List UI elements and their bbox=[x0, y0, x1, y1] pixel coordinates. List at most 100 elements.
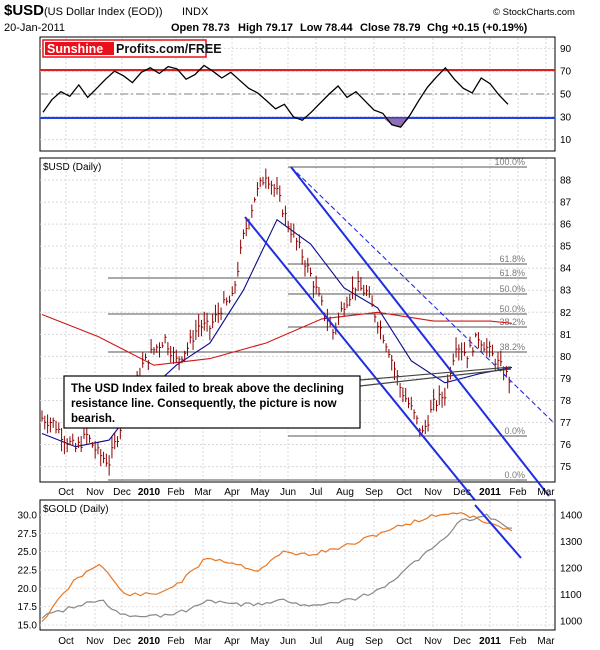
usd-tick-label: 87 bbox=[560, 198, 572, 209]
x-tick-label: Oct bbox=[396, 487, 412, 498]
fibonacci-label: 38.2% bbox=[499, 317, 525, 327]
x-tick-label: 2011 bbox=[479, 636, 501, 647]
gold-right-tick-label: 1300 bbox=[560, 537, 583, 548]
price-bars bbox=[41, 168, 511, 476]
stockcharts-credit: © StockCharts.com bbox=[493, 7, 575, 18]
usd-tick-label: 86 bbox=[560, 220, 572, 231]
fibonacci-label: 38.2% bbox=[499, 342, 525, 352]
moving-average-ma200 bbox=[41, 311, 513, 366]
gold-silver-lines bbox=[41, 512, 513, 623]
usd-tick-label: 76 bbox=[560, 440, 572, 451]
annotation-callout: The USD Index failed to break above the … bbox=[63, 375, 361, 429]
rsi-tick-label: 30 bbox=[560, 112, 572, 123]
x-tick-label: Jun bbox=[280, 487, 296, 498]
date-axis-upper: Oct Nov Dec 2010 Feb Mar Apr May Jun Jul Aug Sep Oct… bbox=[58, 487, 555, 498]
x-tick-label: Nov bbox=[86, 636, 104, 647]
rsi-tick-label: 90 bbox=[560, 44, 572, 55]
usd-tick-label: 75 bbox=[560, 462, 572, 473]
usd-tick-label: 83 bbox=[560, 286, 572, 297]
chart-header: $USD (US Dollar Index (EOD)) INDX © Stoc… bbox=[4, 2, 575, 34]
gold-left-tick-label: 27.5 bbox=[18, 529, 38, 540]
x-tick-label: 2010 bbox=[138, 487, 161, 498]
x-tick-label: Feb bbox=[509, 487, 527, 498]
usd-tick-label: 80 bbox=[560, 352, 572, 363]
x-tick-label: Jul bbox=[310, 487, 323, 498]
annotation-line-1: The USD Index failed to break above the … bbox=[71, 383, 344, 395]
usd-daily-panel: $USD (Daily) 100.0% 61.8% 61.8% 50.0% 50.0% 3… bbox=[39, 157, 572, 569]
x-tick-label: May bbox=[251, 636, 270, 647]
sunshine-profits-logo: Sunshine Profits.com/FREE bbox=[42, 39, 222, 58]
annotation-pointer-line bbox=[359, 366, 512, 381]
gold-right-tick-label: 1100 bbox=[560, 590, 582, 601]
x-tick-label: Dec bbox=[453, 636, 471, 647]
x-tick-label: Aug bbox=[336, 487, 354, 498]
x-tick-label: Aug bbox=[336, 636, 354, 647]
gold-panel-title: $GOLD (Daily) bbox=[43, 504, 109, 515]
x-tick-label: Mar bbox=[194, 636, 212, 647]
x-tick-label: Oct bbox=[58, 636, 74, 647]
x-tick-label: Nov bbox=[424, 487, 442, 498]
x-tick-label: 2011 bbox=[479, 487, 501, 498]
x-tick-label: Feb bbox=[509, 636, 527, 647]
gold-right-tick-label: 1000 bbox=[560, 617, 583, 628]
x-tick-label: Oct bbox=[396, 636, 412, 647]
usd-tick-label: 81 bbox=[560, 330, 572, 341]
logo-text-profits: Profits.com/FREE bbox=[116, 42, 222, 56]
x-tick-label: Oct bbox=[58, 487, 74, 498]
annotation-line-2: resistance line. Consequently, the pictu… bbox=[71, 398, 337, 410]
gold-left-tick-label: 15.0 bbox=[18, 621, 38, 632]
fibonacci-label: 100.0% bbox=[494, 157, 525, 167]
x-tick-label: Dec bbox=[453, 487, 471, 498]
annotation-box bbox=[63, 375, 361, 429]
gold-right-tick-label: 1200 bbox=[560, 564, 583, 575]
high-value: High 79.17 bbox=[238, 22, 293, 34]
x-tick-label: Mar bbox=[537, 636, 555, 647]
x-tick-label: Nov bbox=[86, 487, 104, 498]
gold-left-tick-label: 17.5 bbox=[18, 602, 38, 613]
change-value: Chg +0.15 (+0.19%) bbox=[427, 22, 528, 34]
fibonacci-label: 50.0% bbox=[499, 284, 525, 294]
usd-y-axis: 75 76 77 78 79 80 81 82 83 84 85 86 87 88 bbox=[560, 176, 572, 474]
usd-tick-label: 85 bbox=[560, 242, 572, 253]
declining-resistance-line bbox=[290, 166, 554, 423]
exchange: INDX bbox=[182, 6, 209, 18]
rsi-y-axis: 10 30 50 70 90 bbox=[560, 44, 572, 146]
fibonacci-label: 61.8% bbox=[499, 268, 525, 278]
x-tick-label: May bbox=[251, 487, 270, 498]
usd-tick-label: 82 bbox=[560, 308, 572, 319]
rsi-tick-label: 70 bbox=[560, 67, 572, 78]
x-tick-label: Jul bbox=[310, 636, 323, 647]
x-tick-label: Dec bbox=[113, 636, 131, 647]
usd-tick-label: 78 bbox=[560, 396, 572, 407]
gold-panel-series-silver bbox=[41, 513, 513, 619]
x-tick-label: Sep bbox=[365, 487, 383, 498]
gold-right-tick-label: 1400 bbox=[560, 511, 583, 522]
usd-tick-label: 88 bbox=[560, 176, 572, 187]
fibonacci-label: 50.0% bbox=[499, 304, 525, 314]
gold-left-tick-label: 20.0 bbox=[18, 584, 38, 595]
gold-panel-frame bbox=[39, 499, 556, 631]
upper-channel-line bbox=[290, 166, 550, 497]
x-tick-label: Feb bbox=[167, 636, 185, 647]
gold-daily-panel: $GOLD (Daily) 15.0 17.5 20.0 22.5 25.0 27.5 30… bbox=[18, 499, 583, 632]
rsi-tick-label: 50 bbox=[560, 90, 572, 101]
open-value: Open 78.73 bbox=[171, 22, 230, 34]
usd-panel-title: $USD (Daily) bbox=[43, 162, 101, 173]
usd-panel-frame bbox=[39, 157, 556, 483]
usd-tick-label: 77 bbox=[560, 418, 572, 429]
low-value: Low 78.44 bbox=[300, 22, 353, 34]
gold-gridlines bbox=[40, 501, 555, 629]
x-tick-label: Mar bbox=[537, 487, 555, 498]
x-tick-label: 2010 bbox=[138, 636, 161, 647]
x-tick-label: Sep bbox=[365, 636, 383, 647]
gold-trend-line bbox=[474, 504, 522, 559]
x-tick-label: Apr bbox=[224, 636, 240, 647]
fibonacci-lines: 100.0% 61.8% 61.8% 50.0% 50.0% 38.2% 38.2% 0.0%… bbox=[108, 157, 527, 481]
rsi-tick-label: 10 bbox=[560, 135, 572, 146]
usd-tick-label: 79 bbox=[560, 374, 572, 385]
x-tick-label: Mar bbox=[194, 487, 212, 498]
gold-y-axes: 15.0 17.5 20.0 22.5 25.0 27.5 30.0 1000 1100 1200… bbox=[18, 511, 583, 632]
annotation-line-3: bearish. bbox=[71, 413, 115, 425]
fibonacci-label: 0.0% bbox=[504, 470, 525, 480]
